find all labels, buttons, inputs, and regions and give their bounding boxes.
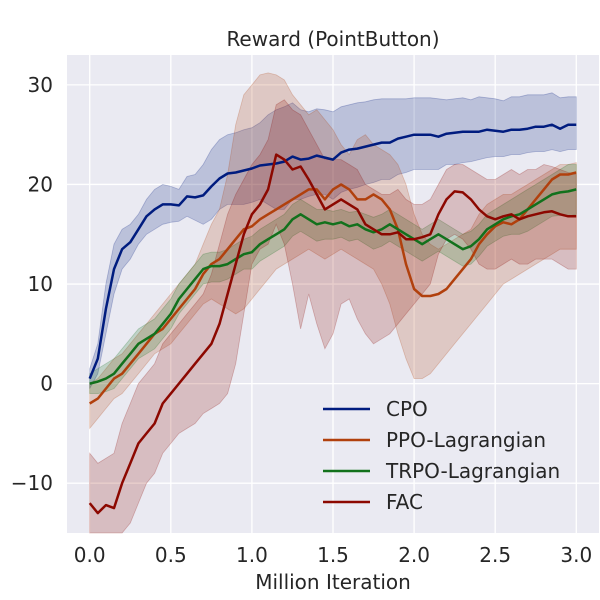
legend-label-trpo-lagrangian: TRPO-Lagrangian — [385, 459, 560, 483]
x-tick-label: 3.0 — [560, 543, 592, 567]
band-fac — [89, 99, 577, 534]
chart-title: Reward (PointButton) — [226, 27, 439, 51]
line-fac — [88, 153, 577, 515]
confidence-bands — [89, 72, 577, 534]
y-tick-label: 10 — [28, 272, 53, 296]
x-tick-label: 1.0 — [236, 543, 268, 567]
legend-label-ppo-lagrangian: PPO-Lagrangian — [386, 428, 546, 452]
line-trpo-lagrangian — [89, 188, 577, 385]
x-tick-label: 0.5 — [155, 543, 187, 567]
tick-labels: 0.0 0.5 1.0 1.5 2.0 2.5 3.0 −10 0 10 20 30 — [11, 73, 592, 567]
y-tick-label: −10 — [11, 471, 53, 495]
line-ppo-lagrangian — [89, 171, 577, 405]
line-cpo — [88, 123, 577, 380]
grid — [67, 55, 599, 533]
x-axis-label: Million Iteration — [255, 570, 411, 594]
x-tick-label: 1.5 — [317, 543, 349, 567]
series-lines — [88, 123, 577, 515]
y-tick-label: 20 — [28, 172, 53, 196]
y-tick-label: 0 — [40, 372, 53, 396]
y-tick-label: 30 — [28, 73, 53, 97]
band-cpo — [89, 92, 577, 389]
legend: CPO PPO-Lagrangian TRPO-Lagrangian FAC — [323, 397, 560, 514]
band-trpo-lagrangian — [89, 164, 577, 394]
legend-label-cpo: CPO — [386, 397, 428, 421]
legend-label-fac: FAC — [386, 490, 423, 514]
band-ppo-lagrangian — [89, 72, 577, 430]
x-tick-label: 2.0 — [398, 543, 430, 567]
x-tick-label: 0.0 — [74, 543, 106, 567]
x-tick-label: 2.5 — [479, 543, 511, 567]
